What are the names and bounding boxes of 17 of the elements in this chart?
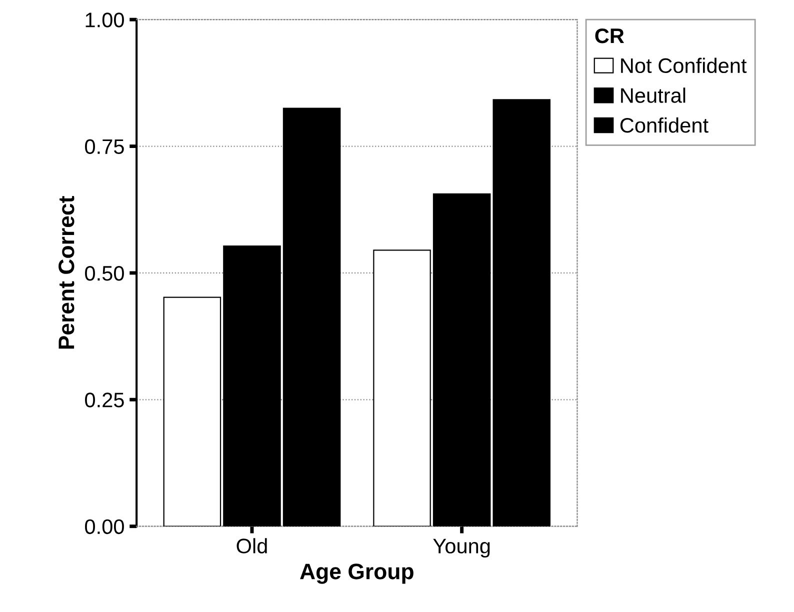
bar — [282, 108, 341, 526]
legend-label: Not Confident — [621, 58, 747, 74]
y-tick-label: 0.00 — [85, 519, 124, 534]
y-tick-label: 0.50 — [85, 266, 124, 281]
x-axis-title: Age Group — [300, 564, 414, 584]
y-tick-label: 0.25 — [85, 392, 124, 408]
y-tick-label: 1.00 — [86, 12, 124, 28]
legend-label: Confident — [620, 117, 708, 133]
x-tick-label: Young — [433, 538, 490, 558]
bar — [492, 99, 551, 526]
y-tick-label: 0.75 — [85, 139, 124, 154]
legend-label: Neutral — [621, 88, 686, 103]
x-tick-label: Old — [236, 538, 267, 554]
bar — [163, 296, 222, 526]
y-axis-title: Perent Correct — [58, 196, 74, 349]
bar — [373, 250, 431, 526]
legend-title: CR — [595, 28, 624, 44]
